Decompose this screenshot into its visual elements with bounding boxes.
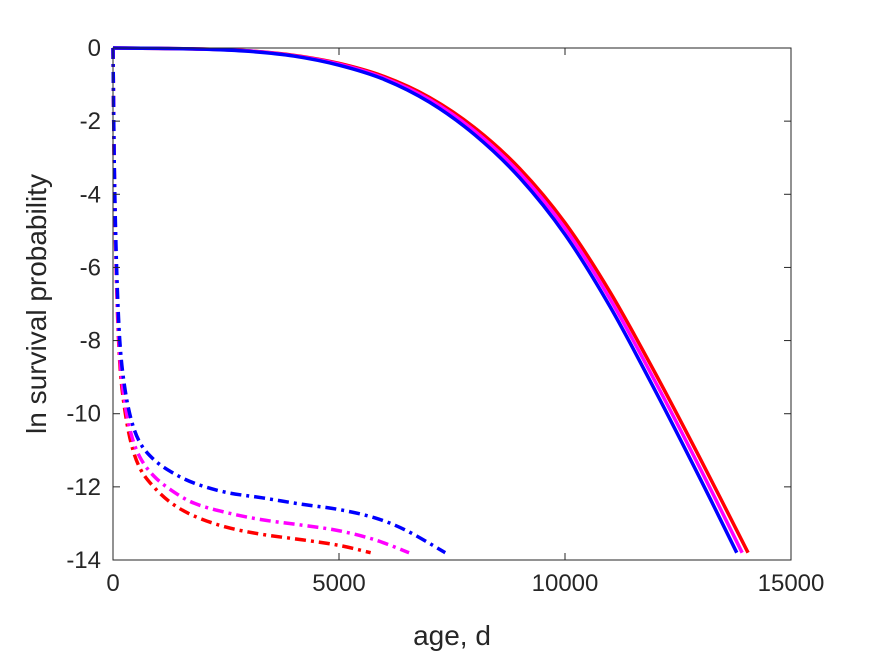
- y-axis-label: ln survival probability: [21, 174, 52, 434]
- series-line-5: [111, 47, 410, 555]
- y-tick-label: -12: [66, 474, 101, 501]
- x-tick-label: 0: [106, 570, 119, 597]
- plot-frame: [112, 47, 792, 561]
- x-tick-label: 10000: [532, 570, 599, 597]
- series-layer: [111, 46, 750, 555]
- plot-area: [113, 48, 791, 560]
- x-axis-label: age, d: [413, 620, 491, 651]
- series-line-6: [111, 47, 447, 555]
- y-tick-label: -8: [80, 328, 101, 355]
- y-tick-label: -4: [80, 181, 101, 208]
- y-tick-label: -6: [80, 254, 101, 281]
- y-tick-label: -2: [80, 108, 101, 135]
- x-tick-label: 15000: [758, 570, 825, 597]
- y-tick-label: -14: [66, 547, 101, 574]
- series-line-3: [112, 46, 739, 554]
- x-tick-label: 5000: [312, 570, 365, 597]
- y-tick-label: 0: [88, 35, 101, 62]
- tick-layer: 0 5000 10000 15000 0 -2 -4 -6 -8 -10 -12 -14: [66, 35, 824, 597]
- y-tick-label: -10: [66, 401, 101, 428]
